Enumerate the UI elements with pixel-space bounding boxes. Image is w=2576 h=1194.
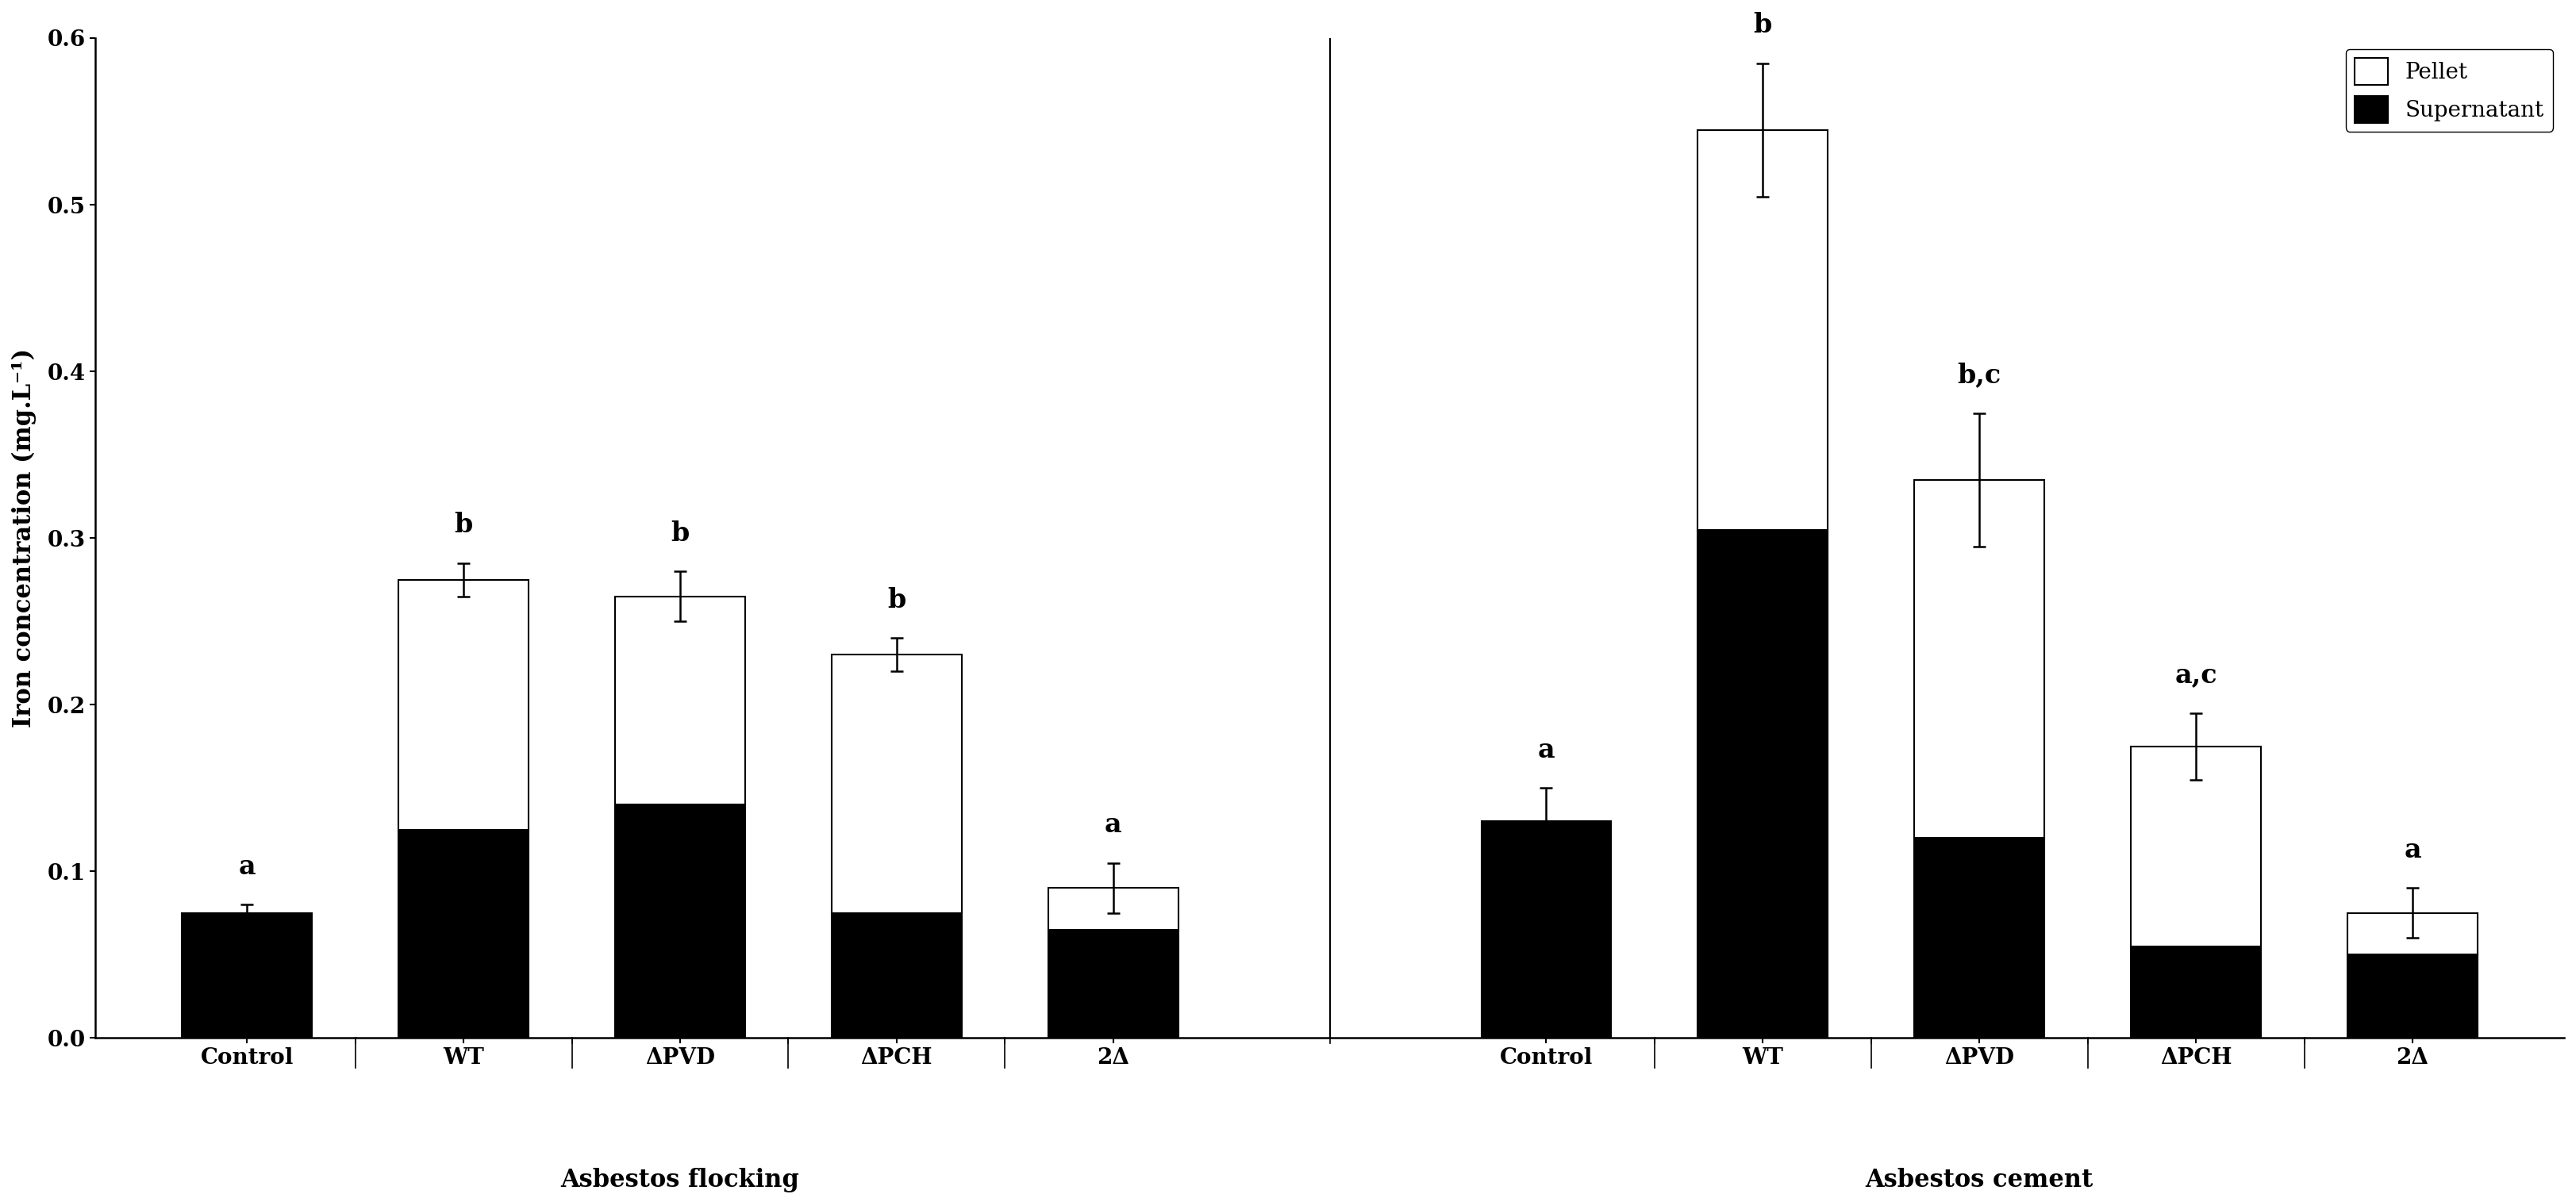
Bar xyxy=(1048,930,1177,1038)
Text: b: b xyxy=(670,521,690,547)
Bar xyxy=(399,580,528,830)
Bar xyxy=(616,805,744,1038)
Text: Asbestos flocking: Asbestos flocking xyxy=(562,1168,799,1193)
Bar xyxy=(1481,821,1610,1038)
Bar xyxy=(2347,913,2478,955)
Bar xyxy=(2130,947,2262,1038)
Legend: Pellet, Supernatant: Pellet, Supernatant xyxy=(2347,49,2553,131)
Bar xyxy=(1914,838,2045,1038)
Bar xyxy=(1048,888,1177,930)
Bar xyxy=(616,596,744,805)
Text: a,c: a,c xyxy=(2174,661,2218,688)
Text: a: a xyxy=(2403,837,2421,863)
Bar xyxy=(399,830,528,1038)
Text: a: a xyxy=(240,854,255,880)
Bar xyxy=(2347,955,2478,1038)
Text: a: a xyxy=(1538,737,1556,763)
Text: b: b xyxy=(1754,12,1772,38)
Text: Asbestos cement: Asbestos cement xyxy=(1865,1168,2094,1193)
Bar xyxy=(1698,130,1829,530)
Text: a: a xyxy=(1105,812,1121,838)
Bar xyxy=(832,654,961,913)
Text: b: b xyxy=(886,586,907,613)
Bar xyxy=(183,913,312,1038)
Bar xyxy=(1914,480,2045,838)
Bar xyxy=(832,913,961,1038)
Text: b,c: b,c xyxy=(1958,362,2002,388)
Bar xyxy=(1698,530,1829,1038)
Bar xyxy=(2130,746,2262,947)
Y-axis label: Iron concentration (mg.L⁻¹): Iron concentration (mg.L⁻¹) xyxy=(13,349,36,727)
Text: b: b xyxy=(453,512,474,538)
